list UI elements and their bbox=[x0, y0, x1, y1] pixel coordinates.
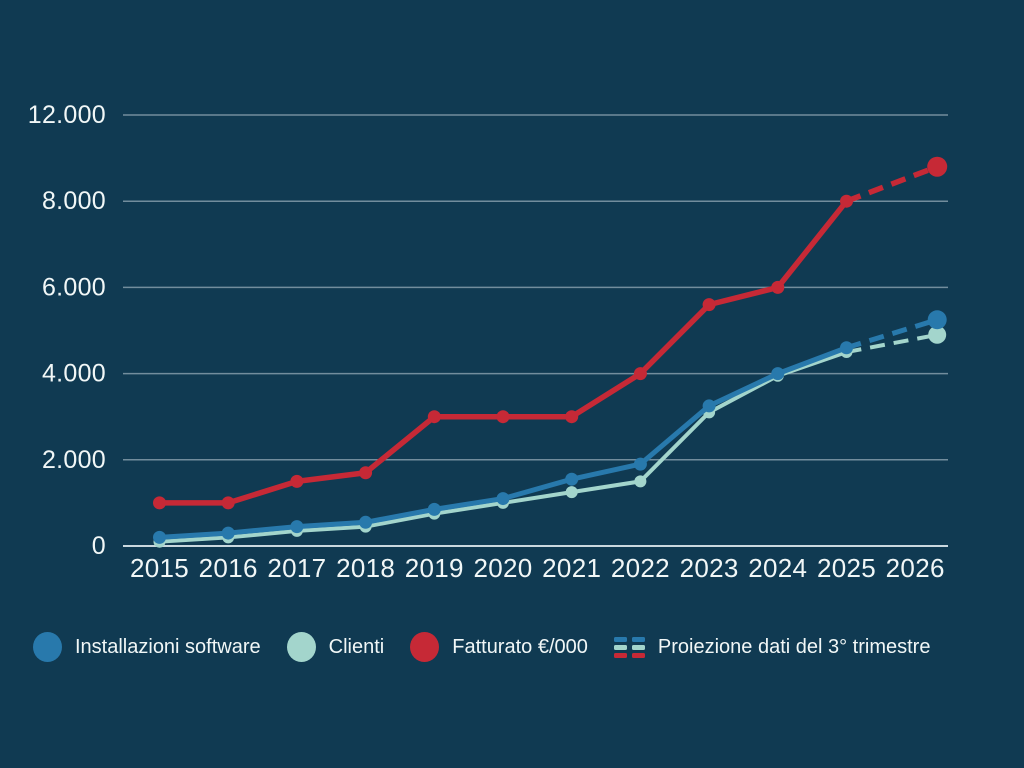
x-axis-tick-label: 2015 bbox=[130, 553, 189, 583]
data-point-fatturato-000-2017 bbox=[290, 474, 304, 488]
y-axis-tick-label: 6.000 bbox=[42, 273, 106, 301]
data-point-installazioni-software-2018 bbox=[359, 515, 373, 529]
x-axis-tick-label: 2025 bbox=[817, 553, 876, 583]
legend-item-fatturato: Fatturato €/000 bbox=[410, 632, 588, 662]
data-point-fatturato-000-2026 bbox=[927, 156, 948, 177]
legend-label-installazioni: Installazioni software bbox=[75, 636, 261, 658]
legend-label-clienti: Clienti bbox=[328, 636, 385, 658]
series-line-fatturato-000 bbox=[156, 198, 850, 506]
x-axis-tick-label: 2026 bbox=[886, 553, 945, 583]
data-point-installazioni-software-2023 bbox=[702, 399, 716, 413]
data-point-installazioni-software-2019 bbox=[427, 502, 441, 516]
x-axis-tick-label: 2017 bbox=[267, 553, 326, 583]
data-point-installazioni-software-2025 bbox=[840, 341, 853, 355]
x-axis-tick-label: 2019 bbox=[405, 553, 464, 583]
data-point-installazioni-software-2017 bbox=[290, 520, 304, 534]
legend-label-proiezione: Proiezione dati del 3° trimestre bbox=[657, 636, 931, 658]
data-point-installazioni-software-2016 bbox=[221, 526, 235, 540]
data-point-fatturato-000-2024 bbox=[771, 280, 785, 294]
x-axis-tick-label: 2021 bbox=[542, 553, 601, 583]
data-point-fatturato-000-2015 bbox=[153, 496, 166, 510]
data-point-installazioni-software-2026 bbox=[927, 310, 947, 330]
x-axis-tick-label: 2024 bbox=[748, 553, 807, 583]
data-point-installazioni-software-2020 bbox=[496, 492, 510, 506]
projection-segment-installazioni-software bbox=[845, 317, 938, 351]
legend-circle-swatch-installazioni bbox=[33, 632, 62, 662]
y-axis-tick-label: 12.000 bbox=[28, 101, 106, 129]
legend-circle-swatch-fatturato bbox=[410, 632, 440, 662]
data-point-fatturato-000-2016 bbox=[221, 496, 235, 510]
x-axis-tick-label: 2023 bbox=[680, 553, 739, 583]
y-axis-tick-label: 0 bbox=[92, 532, 106, 560]
legend-label-fatturato: Fatturato €/000 bbox=[452, 636, 588, 658]
dash-row-red bbox=[613, 652, 645, 658]
projection-dashes-icon bbox=[613, 636, 645, 658]
series-line-clienti bbox=[157, 350, 849, 544]
x-axis-tick-label: 2020 bbox=[473, 553, 532, 583]
legend-item-proiezione: Proiezione dati del 3° trimestre bbox=[613, 636, 931, 658]
x-axis-tick-label: 2022 bbox=[611, 553, 670, 583]
data-point-fatturato-000-2020 bbox=[496, 410, 510, 424]
data-point-clienti-2022 bbox=[634, 475, 647, 488]
legend-item-clienti: Clienti bbox=[286, 632, 385, 662]
projection-segment-clienti bbox=[846, 332, 938, 355]
data-point-installazioni-software-2015 bbox=[153, 530, 166, 544]
series-line-installazioni-software bbox=[157, 345, 849, 540]
legend-circle-swatch-clienti bbox=[286, 632, 316, 662]
data-point-clienti-2026 bbox=[928, 325, 947, 344]
y-axis-tick-label: 2.000 bbox=[42, 446, 106, 474]
x-axis-tick-label: 2016 bbox=[199, 553, 258, 583]
data-point-fatturato-000-2018 bbox=[359, 466, 373, 480]
data-point-installazioni-software-2024 bbox=[771, 367, 785, 381]
data-point-installazioni-software-2022 bbox=[633, 457, 647, 471]
y-axis-tick-label: 8.000 bbox=[42, 187, 106, 215]
data-point-installazioni-software-2021 bbox=[565, 472, 579, 486]
data-point-clienti-2021 bbox=[565, 486, 578, 499]
dash-row-teal bbox=[613, 644, 645, 650]
y-axis-tick-label: 4.000 bbox=[42, 360, 106, 388]
data-point-fatturato-000-2023 bbox=[702, 298, 716, 312]
data-point-fatturato-000-2022 bbox=[633, 367, 647, 381]
data-point-fatturato-000-2025 bbox=[840, 194, 853, 208]
x-axis-tick-label: 2018 bbox=[336, 553, 395, 583]
chart-legend: Installazioni software Clienti Fatturato… bbox=[33, 629, 930, 665]
dash-row-blue bbox=[613, 636, 645, 642]
data-point-fatturato-000-2021 bbox=[565, 410, 579, 424]
projection-segment-fatturato-000 bbox=[845, 164, 939, 204]
line-chart: 0 2.000 4.000 6.000 8.000 12.000 2015 2016 2017 2… bbox=[28, 101, 948, 583]
legend-item-installazioni-software: Installazioni software bbox=[33, 632, 261, 662]
data-point-fatturato-000-2019 bbox=[427, 410, 441, 424]
